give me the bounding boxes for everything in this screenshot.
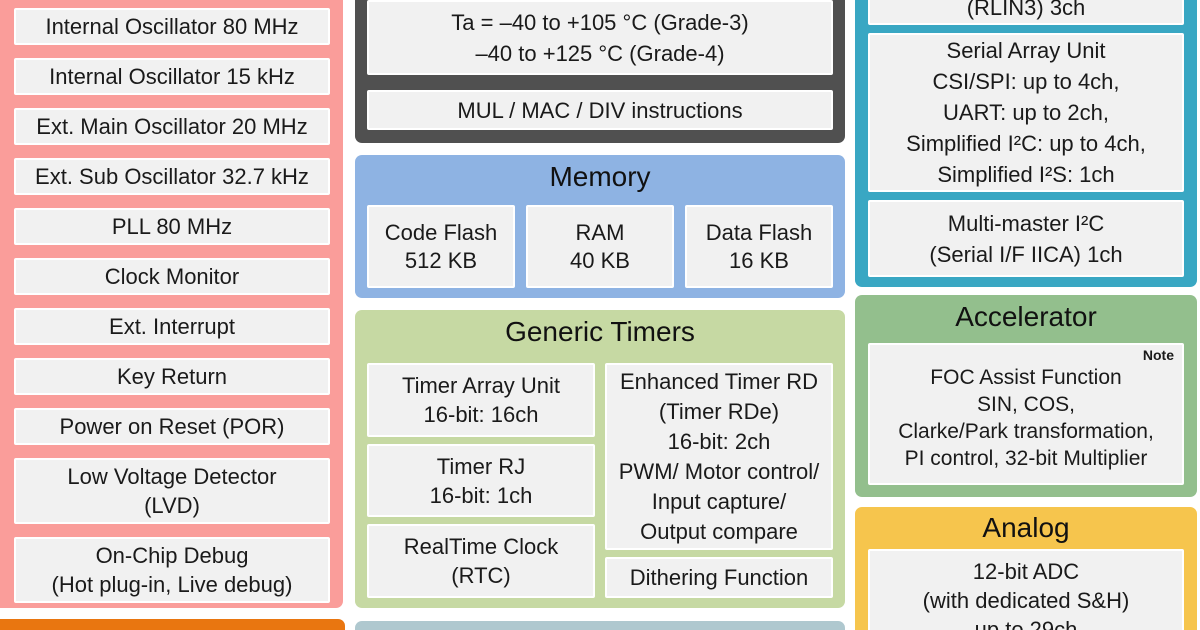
on-chip-debug-item: On-Chip Debug (Hot plug-in, Live debug) (14, 537, 330, 603)
code-flash-box: Code Flash 512 KB (367, 205, 515, 288)
low-voltage-detector-item: Low Voltage Detector (LVD) (14, 458, 330, 524)
analog-title: Analog (982, 512, 1070, 543)
generic-timers-title: Generic Timers (505, 316, 695, 347)
bottom-left-block-top-edge (0, 619, 345, 630)
timer-array-unit-box: Timer Array Unit 16-bit: 16ch (367, 363, 595, 437)
multi-master-i2c-box: Multi-master I²C (Serial I/F IICA) 1ch (868, 200, 1184, 277)
bottom-middle-block-top-edge (355, 621, 845, 630)
key-return-item: Key Return (14, 358, 330, 395)
operating-temperature-box: Ta = –40 to +105 °C (Grade-3) –40 to +12… (367, 0, 833, 75)
internal-oscillator-80mhz-item: Internal Oscillator 80 MHz (14, 8, 330, 45)
pll-item: PLL 80 MHz (14, 208, 330, 245)
internal-oscillator-15khz-item: Internal Oscillator 15 kHz (14, 58, 330, 95)
accelerator-title: Accelerator (955, 301, 1097, 332)
memory-panel: Memory Code Flash 512 KB RAM 40 KB Data … (355, 155, 845, 298)
communications-panel: (RLIN3) 3ch Serial Array Unit CSI/SPI: u… (855, 0, 1197, 287)
ext-interrupt-item: Ext. Interrupt (14, 308, 330, 345)
clock-monitor-item: Clock Monitor (14, 258, 330, 295)
foc-assist-box: Note FOC Assist Function SIN, COS, Clark… (868, 343, 1184, 485)
timers-left-column: Timer Array Unit 16-bit: 16ch Timer RJ 1… (367, 363, 595, 599)
enhanced-timer-rd-box: Enhanced Timer RD (Timer RDe) 16-bit: 2c… (605, 363, 833, 550)
note-label: Note (1142, 347, 1174, 363)
timers-right-column: Enhanced Timer RD (Timer RDe) 16-bit: 2c… (605, 363, 833, 598)
cpu-panel: Ta = –40 to +105 °C (Grade-3) –40 to +12… (355, 0, 845, 143)
timers-columns: Timer Array Unit 16-bit: 16ch Timer RJ 1… (367, 363, 833, 599)
timer-rj-box: Timer RJ 16-bit: 1ch (367, 443, 595, 518)
serial-array-unit-box: Serial Array Unit CSI/SPI: up to 4ch, UA… (868, 33, 1184, 192)
accelerator-panel: Accelerator Note FOC Assist Function SIN… (855, 295, 1197, 497)
power-on-reset-item: Power on Reset (POR) (14, 408, 330, 445)
data-flash-box: Data Flash 16 KB (685, 205, 833, 288)
realtime-clock-box: RealTime Clock (RTC) (367, 524, 595, 599)
memory-boxes-row: Code Flash 512 KB RAM 40 KB Data Flash 1… (367, 205, 833, 288)
memory-title: Memory (549, 161, 651, 192)
ext-sub-oscillator-item: Ext. Sub Oscillator 32.7 kHz (14, 158, 330, 195)
dithering-function-box: Dithering Function (605, 557, 833, 598)
analog-panel: Analog 12-bit ADC (with dedicated S&H) u… (855, 507, 1197, 630)
adc-box: 12-bit ADC (with dedicated S&H) up to 29… (868, 549, 1184, 630)
ext-main-oscillator-item: Ext. Main Oscillator 20 MHz (14, 108, 330, 145)
system-functions-panel: Internal Oscillator 80 MHz Internal Osci… (0, 0, 343, 608)
mul-mac-div-instructions-box: MUL / MAC / DIV instructions (367, 90, 833, 130)
generic-timers-panel: Generic Timers Timer Array Unit 16-bit: … (355, 310, 845, 608)
lin-rlin3-box: (RLIN3) 3ch (868, 0, 1184, 25)
ram-box: RAM 40 KB (526, 205, 674, 288)
